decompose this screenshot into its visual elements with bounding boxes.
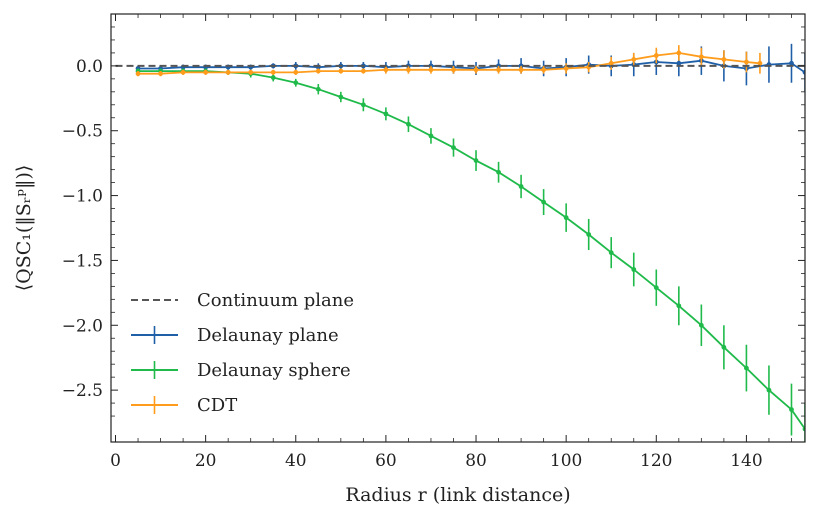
- data-point: [360, 102, 366, 108]
- data-point: [586, 232, 592, 237]
- data-point: [451, 145, 456, 150]
- x-tick-label: 100: [550, 451, 582, 471]
- data-point: [518, 184, 524, 189]
- data-point: [676, 50, 682, 56]
- data-point: [698, 54, 704, 60]
- data-point: [518, 67, 524, 73]
- data-point: [225, 69, 231, 75]
- data-point: [135, 71, 141, 77]
- x-tick-label: 0: [110, 451, 121, 471]
- data-point: [721, 56, 727, 62]
- data-point: [766, 387, 772, 393]
- x-tick-label: 60: [375, 451, 397, 471]
- data-point: [293, 69, 299, 75]
- y-tick-label: −1.0: [62, 187, 103, 207]
- data-point: [270, 69, 276, 75]
- data-point: [383, 67, 389, 73]
- data-point: [360, 68, 366, 74]
- data-point: [744, 365, 749, 371]
- legend-entry: CDT: [131, 395, 237, 416]
- data-point: [631, 56, 637, 62]
- axis-ticks: 0 20 40 60 80 100 120 140 0.0 −0.5 −1.0 −1.5 −2.0 −2.…: [62, 14, 805, 471]
- y-axis-title: ⟨QSC₁(‖Sᵣᵖ‖)⟩: [13, 165, 35, 292]
- plot-area: [115, 43, 805, 442]
- plot-frame: [110, 13, 806, 443]
- legend-label: Delaunay sphere: [197, 360, 351, 381]
- data-point: [541, 67, 547, 73]
- data-point: [315, 68, 321, 74]
- y-tick-label: −2.0: [62, 316, 103, 336]
- legend-label: CDT: [197, 395, 237, 416]
- y-tick-label: −2.5: [62, 381, 103, 401]
- legend-entry: Delaunay sphere: [131, 360, 351, 381]
- data-point: [496, 67, 501, 73]
- data-point: [653, 53, 659, 58]
- legend-label: Delaunay plane: [197, 325, 339, 346]
- series-cdt: [135, 45, 763, 77]
- data-point: [721, 344, 727, 350]
- data-point: [158, 71, 163, 77]
- legend-entry: Continuum plane: [131, 290, 354, 311]
- y-tick-label: 0.0: [76, 57, 103, 77]
- data-point: [757, 60, 763, 66]
- data-point: [608, 60, 614, 66]
- data-point: [541, 199, 547, 205]
- x-tick-label: 40: [285, 451, 307, 471]
- legend-entry: Delaunay plane: [131, 325, 339, 346]
- data-point: [315, 86, 321, 92]
- data-point: [428, 133, 434, 139]
- data-point: [383, 111, 389, 117]
- data-point: [608, 250, 614, 256]
- x-tick-label: 20: [195, 451, 217, 471]
- data-point: [293, 80, 299, 86]
- data-point: [270, 75, 276, 80]
- legend: Continuum plane Delaunay plane Delaunay sp…: [131, 290, 354, 416]
- data-point: [248, 69, 254, 75]
- series-group: [115, 43, 805, 442]
- data-point: [451, 67, 456, 73]
- data-point: [428, 67, 434, 73]
- data-point: [338, 68, 344, 74]
- data-point: [789, 60, 794, 66]
- x-axis-title: Radius r (link distance): [345, 484, 570, 506]
- data-point: [563, 66, 569, 71]
- data-point: [406, 121, 411, 127]
- legend-label: Continuum plane: [197, 290, 354, 311]
- y-tick-label: −0.5: [62, 122, 103, 142]
- data-point: [406, 67, 411, 73]
- data-point: [744, 59, 749, 65]
- x-tick-label: 140: [730, 451, 762, 471]
- data-point: [676, 60, 682, 66]
- x-tick-label: 80: [465, 451, 487, 471]
- x-tick-label: 120: [640, 451, 672, 471]
- data-point: [473, 67, 479, 73]
- data-point: [473, 158, 479, 163]
- data-point: [563, 215, 569, 221]
- data-point: [203, 69, 209, 75]
- data-point: [789, 407, 794, 412]
- data-point: [653, 285, 659, 291]
- data-point: [631, 267, 637, 272]
- data-point: [496, 169, 501, 175]
- data-point: [180, 69, 186, 75]
- data-point: [338, 94, 344, 100]
- y-tick-label: −1.5: [62, 251, 103, 271]
- data-point: [676, 303, 682, 309]
- data-point: [698, 322, 704, 328]
